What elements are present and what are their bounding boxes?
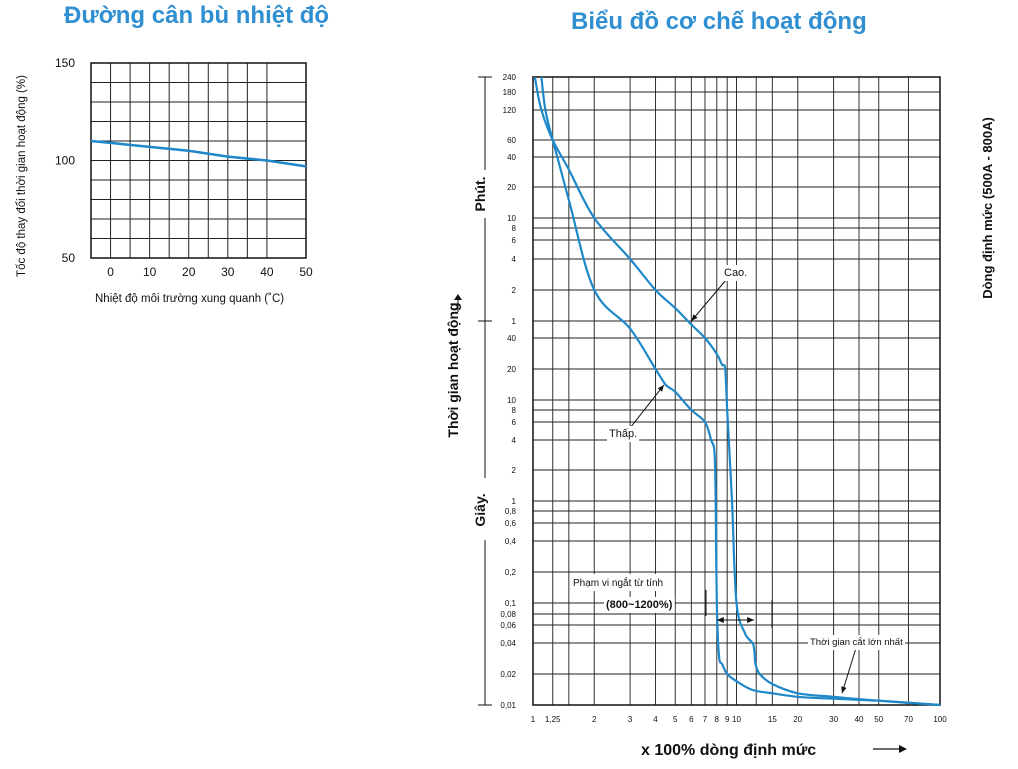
chart1-y-tick-label: 150: [55, 56, 75, 70]
chart2-y-tick-label-minutes: 10: [507, 214, 516, 223]
chart1-xlabel: Nhiệt độ môi trường xung quanh (˚C): [95, 293, 284, 305]
chart2-y-tick-label-seconds: 0,08: [500, 610, 516, 619]
chart1-y-tick-label: 100: [55, 154, 75, 168]
annotation-max-break-arrow: [841, 647, 857, 694]
chart2-xlabel-arrowhead: [899, 745, 907, 753]
chart2-y-tick-label-seconds: 20: [507, 365, 516, 374]
chart2-x-tick-label: 5: [673, 715, 678, 724]
annotation-low-arrow: [629, 384, 665, 429]
chart2-y-tick-label-minutes: 20: [507, 183, 516, 192]
chart2-y-tick-label-seconds: 0,6: [505, 519, 517, 528]
chart2-x-tick-label: 40: [855, 715, 864, 724]
chart2-title: Biểu đồ cơ chế hoạt động: [571, 8, 867, 35]
chart2-right-label: Dòng định mức (500A - 800A): [980, 117, 995, 299]
chart1-x-tick-label: 10: [143, 265, 157, 279]
chart2-y-tick-label-seconds: 10: [507, 396, 516, 405]
annotation-high-arrow-head: [691, 314, 698, 321]
chart2-y-tick-label-minutes: 40: [507, 153, 516, 162]
chart2-y-tick-label-minutes: 8: [512, 224, 517, 233]
chart2-ylabel-arrowhead: [454, 294, 462, 300]
chart1-y-tick-label: 50: [62, 251, 76, 265]
chart2-x-tick-label: 1: [531, 715, 536, 724]
annotation-low: Thấp.: [609, 428, 637, 440]
chart2-x-tick-label: 4: [653, 715, 658, 724]
chart2-ylabel-seconds: Giây.: [472, 493, 488, 526]
chart1-x-tick-label: 20: [182, 265, 196, 279]
annotation-max-break-time-background: [808, 635, 906, 650]
chart1-x-tick-label: 50: [299, 265, 313, 279]
chart2-y-tick-label-seconds: 0,06: [500, 621, 516, 630]
chart2-y-tick-label-seconds: 0,4: [505, 537, 517, 546]
annotation-low-background: [607, 426, 640, 442]
instant-trip-arrowhead: [716, 617, 724, 623]
chart2-y-tick-label-seconds: 8: [512, 406, 517, 415]
chart2-x-tick-label: 2: [592, 715, 597, 724]
chart2-x-tick-label: 3: [628, 715, 633, 724]
chart2-x-tick-label: 15: [768, 715, 777, 724]
chart2-x-tick-label: 30: [829, 715, 838, 724]
annotation-instant-trip: Phạm vi ngắt từ tính: [573, 576, 663, 589]
chart2-y-tick-label-minutes: 6: [512, 236, 517, 245]
chart2-x-tick-label: 8: [715, 715, 720, 724]
annotation-high-background: [722, 265, 750, 281]
annotation-high: Cao.: [724, 267, 747, 279]
chart1-series-line: [90, 139, 307, 168]
annotation-high-arrow: [690, 279, 727, 322]
chart2-x-tick-label: 100: [933, 715, 947, 724]
chart2-ylabel-main: Thời gian hoạt động: [445, 302, 461, 437]
chart1-ylabel: Tốc độ thay đổi thời gian hoạt động (%): [16, 75, 28, 277]
chart2-ylabel-minutes: Phút.: [472, 177, 488, 212]
chart1-plot-frame: [90, 62, 307, 259]
chart2-x-tick-label: 1,25: [545, 715, 561, 724]
chart2-x-tick-label: 9: [725, 715, 730, 724]
chart2-plot-frame: [532, 76, 941, 706]
annotation-low-arrow-head: [657, 385, 664, 392]
chart2-y-tick-label-seconds: 0,04: [500, 639, 516, 648]
chart2-y-tick-label-minutes: 2: [512, 286, 517, 295]
chart2-x-tick-label: 20: [793, 715, 802, 724]
chart1-x-tick-label: 0: [107, 265, 114, 279]
chart2-y-tick-label-minutes: 1: [512, 317, 517, 326]
annotation-max-break-time: Thời gian cắt lớn nhất: [810, 637, 903, 648]
chart2-y-tick-label-seconds: 0,1: [505, 599, 517, 608]
chart1-title: Đường cân bù nhiệt độ: [64, 2, 330, 29]
annotation-instant-trip-background: [571, 574, 666, 591]
chart2-y-tick-label-minutes: 60: [507, 136, 516, 145]
chart2-x-tick-label: 10: [732, 715, 741, 724]
chart2-y-tick-label-minutes: 4: [512, 255, 517, 264]
chart2-xlabel: x 100% dòng định mức: [641, 742, 816, 759]
chart1-x-tick-label: 30: [221, 265, 235, 279]
chart2-y-tick-label-seconds: 1: [512, 497, 517, 506]
chart2-x-tick-label: 70: [904, 715, 913, 724]
instant-trip-arrowhead: [747, 617, 755, 623]
annotation-max-break-arrow-head: [841, 686, 847, 694]
chart2-y-tick-label-seconds: 0,2: [505, 568, 517, 577]
annotation-instant-trip-range-background: [604, 597, 675, 613]
chart2-curve-high: [533, 76, 941, 707]
chart2-y-tick-label-seconds: 4: [512, 436, 517, 445]
chart2-y-tick-label-minutes: 180: [503, 88, 517, 97]
chart1-x-tick-label: 40: [260, 265, 274, 279]
chart2-x-tick-label: 6: [689, 715, 694, 724]
chart2-x-tick-label: 7: [703, 715, 708, 724]
chart2-y-tick-label-seconds: 0,01: [500, 701, 516, 710]
chart2-y-tick-label-seconds: 0,8: [505, 507, 517, 516]
annotation-instant-trip-range: (800~1200%): [606, 599, 673, 611]
chart2-y-tick-label-minutes: 240: [503, 73, 517, 82]
chart2-y-tick-label-seconds: 2: [512, 466, 517, 475]
chart2-curve-low: [540, 76, 941, 707]
chart2-y-tick-label-seconds: 0,02: [500, 670, 516, 679]
chart2-y-tick-label-seconds: 40: [507, 334, 516, 343]
chart2-y-tick-label-minutes: 120: [503, 106, 517, 115]
chart2-y-tick-label-seconds: 6: [512, 418, 517, 427]
chart2-x-tick-label: 50: [874, 715, 883, 724]
